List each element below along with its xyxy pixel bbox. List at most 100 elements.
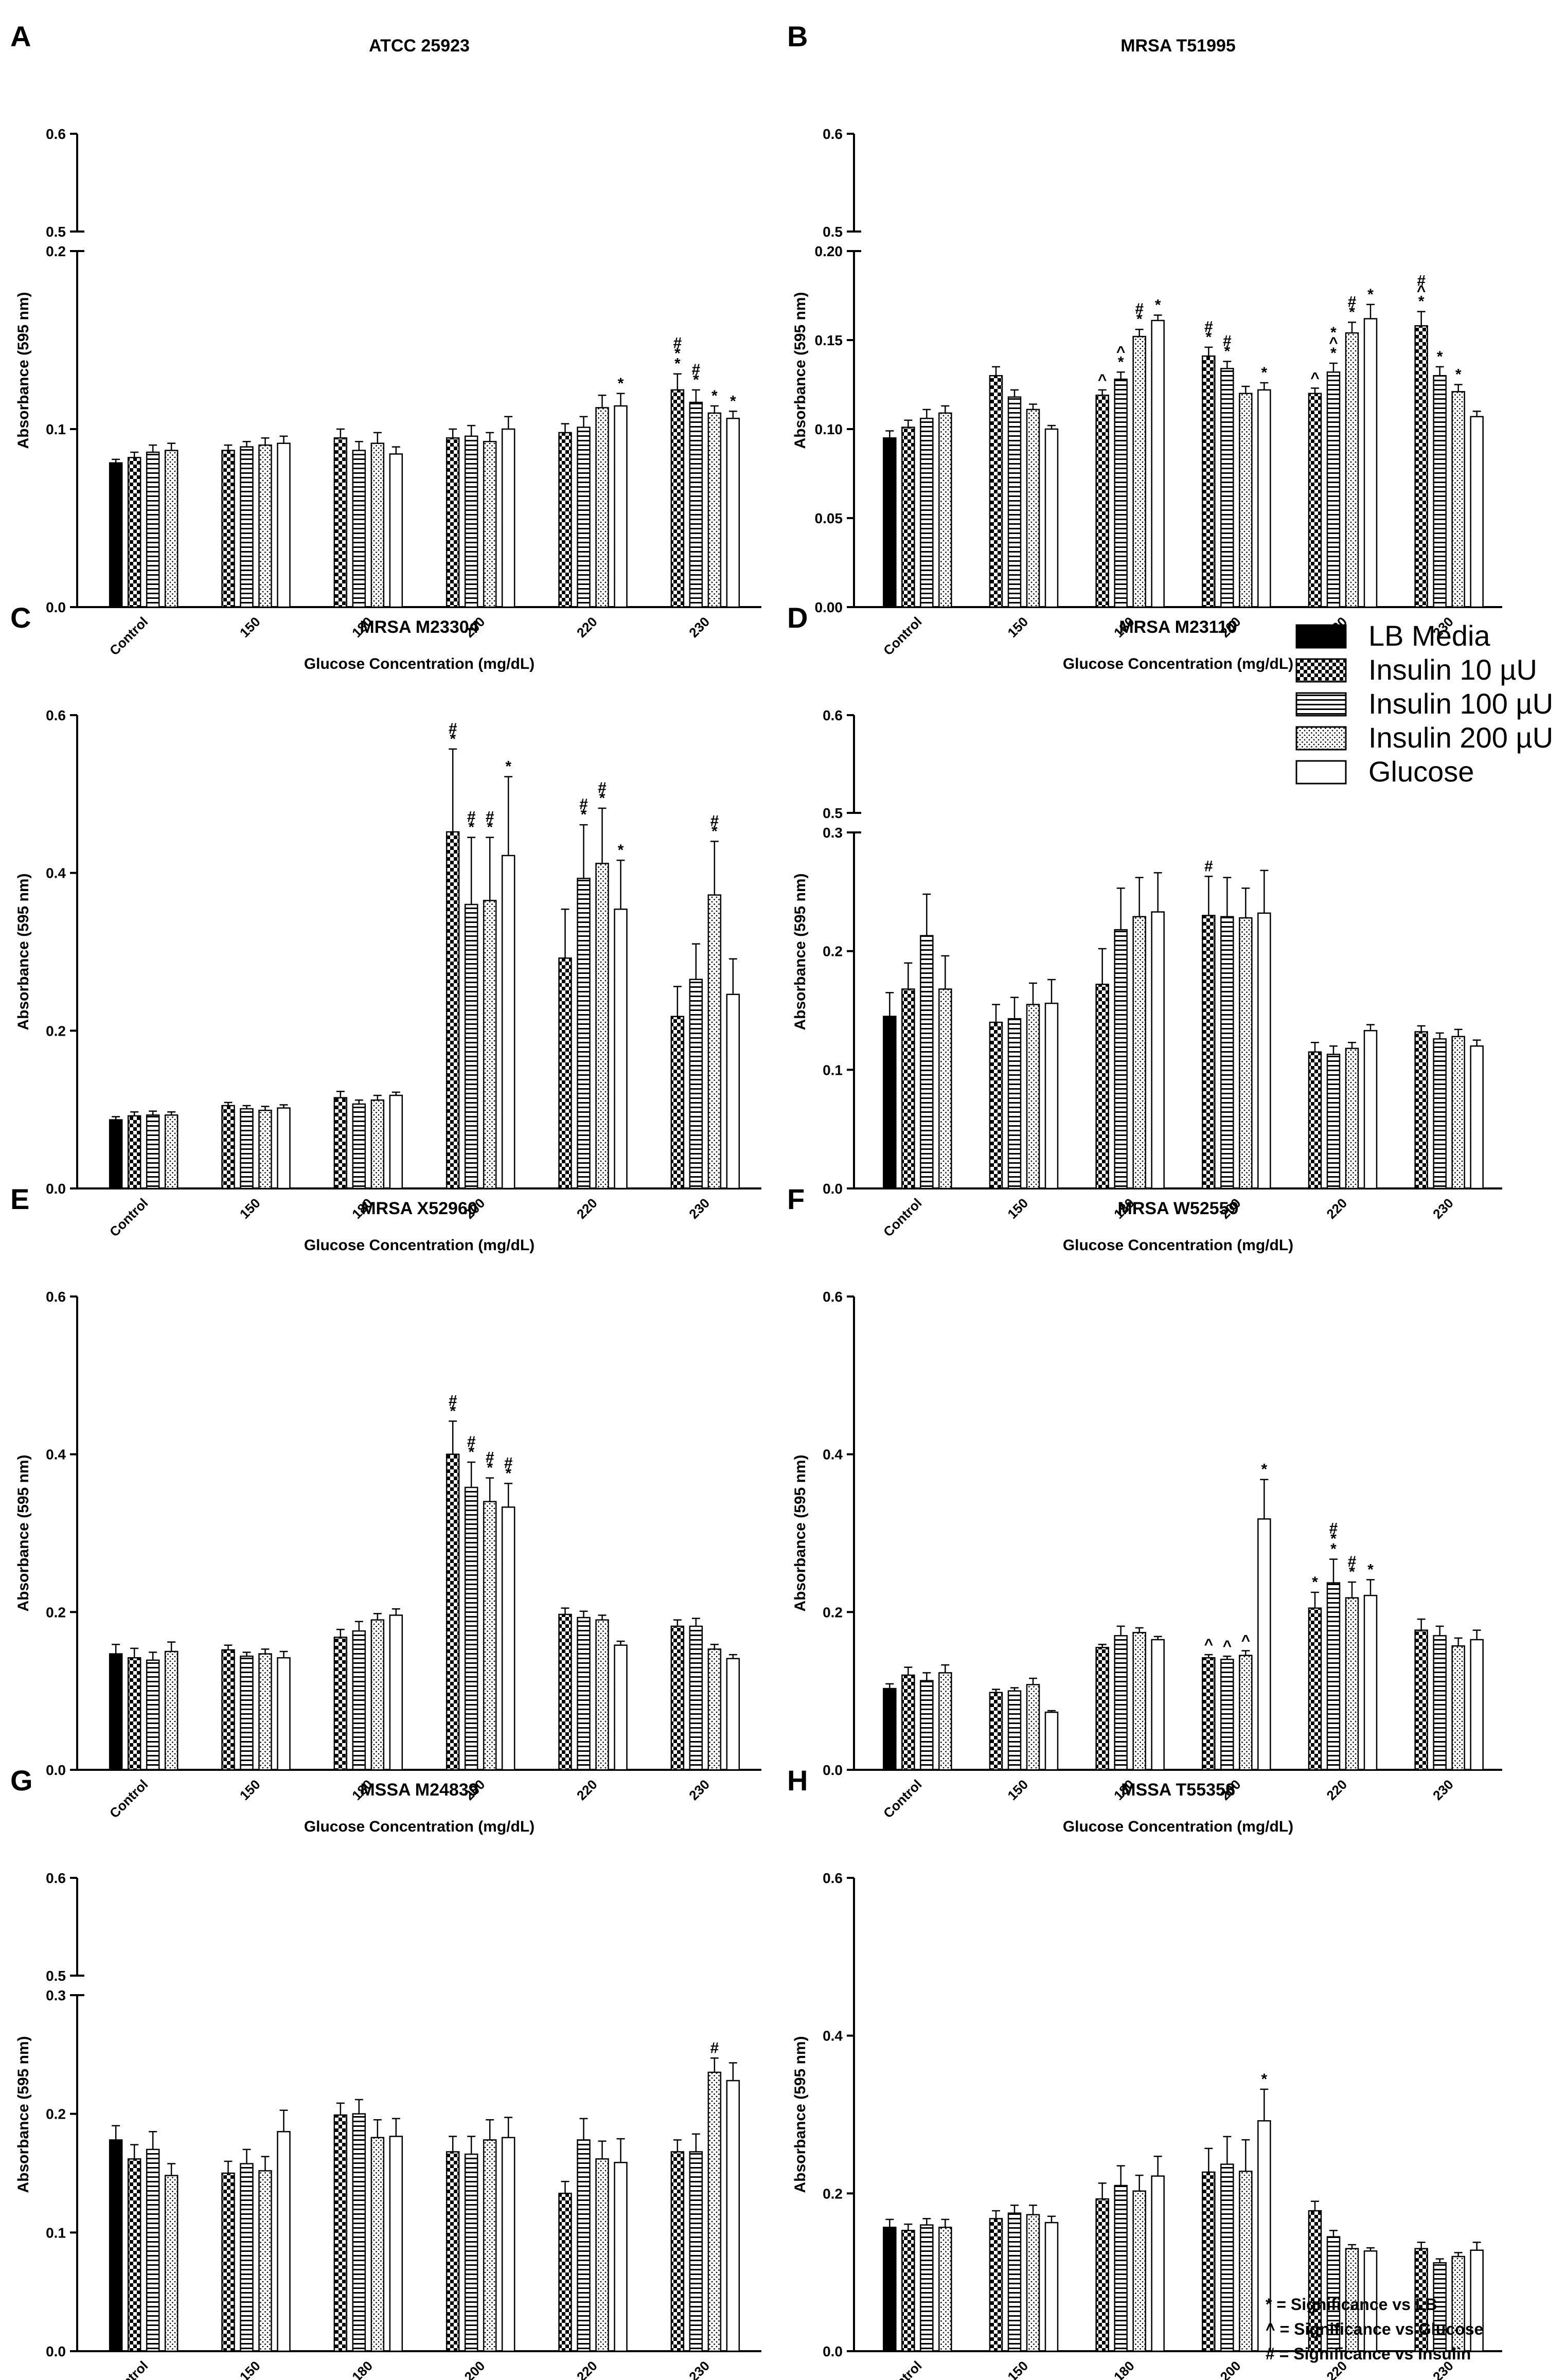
y-tick-label: 0.1 — [823, 1062, 843, 1078]
y-tick-label: 0.2 — [46, 243, 66, 259]
bar — [1007, 1018, 1022, 1189]
bar — [1257, 912, 1271, 1189]
bar — [1308, 1051, 1322, 1189]
x-tick-label: 150 — [1004, 614, 1031, 641]
significance-marker: * — [618, 842, 624, 859]
y-tick-label: 0.0 — [46, 599, 66, 615]
bar — [689, 2151, 703, 2352]
significance-marker: ^ — [1223, 1638, 1232, 1655]
bar — [146, 2148, 160, 2352]
panel-title: MSSA T55358 — [1121, 1780, 1235, 1800]
bar — [127, 457, 141, 608]
x-tick-label: 150 — [237, 614, 263, 641]
bar — [333, 1097, 348, 1189]
y-axis-label: Absorbance (595 nm) — [792, 2036, 809, 2193]
y-tick-label: 0.2 — [823, 944, 843, 960]
bar — [1220, 916, 1234, 1189]
x-tick-label: 200 — [461, 2358, 488, 2380]
bar — [483, 900, 497, 1189]
y-tick-label: 0.6 — [46, 1289, 66, 1305]
legend-swatch — [1295, 726, 1347, 751]
bar — [901, 1674, 915, 1771]
bar — [370, 442, 385, 608]
bar — [558, 957, 572, 1189]
y-tick-label: 0.0 — [46, 2343, 66, 2359]
significance-marker: * — [618, 375, 624, 392]
bar — [389, 1614, 403, 1771]
bar — [1114, 929, 1128, 1189]
bar — [1257, 389, 1271, 608]
x-tick-label: 220 — [1323, 1195, 1350, 1222]
bar — [1470, 416, 1484, 608]
y-tick-label: 0.2 — [46, 1023, 66, 1039]
significance-marker: ^ — [1204, 1636, 1214, 1653]
bar — [1202, 2171, 1216, 2352]
x-tick-label: 150 — [1004, 2358, 1031, 2380]
panel-letter: E — [10, 1183, 29, 1215]
significance-marker: ^ — [1310, 369, 1320, 386]
panel-letter: A — [10, 20, 31, 52]
significance-marker: * — [1330, 1541, 1337, 1558]
bar — [483, 2139, 497, 2352]
bar — [501, 2137, 515, 2352]
chart-panel-d: D MRSA M23110 0.0 0.1 0.2 0.3 0.5 0.6 Absorbance… — [787, 601, 1502, 1254]
bar — [883, 437, 897, 608]
bar — [883, 1016, 897, 1189]
bar — [901, 2230, 915, 2352]
bar — [989, 1021, 1003, 1189]
significance-marker: # — [449, 720, 457, 737]
bar — [1132, 335, 1146, 608]
bar — [389, 1094, 403, 1189]
significance-marker: ^ — [1241, 1632, 1251, 1649]
bar — [1433, 375, 1447, 608]
bar — [333, 1637, 348, 1771]
y-tick-label: 0.0 — [823, 1762, 843, 1778]
significance-marker: * — [1261, 2071, 1267, 2088]
significance-marker: # — [598, 779, 607, 796]
bar — [501, 428, 515, 608]
bar — [1095, 2198, 1109, 2352]
bar — [464, 435, 478, 608]
y-tick-label: 0.6 — [46, 707, 66, 723]
panel-letter: H — [787, 1764, 808, 1797]
y-axis-label: Absorbance (595 nm) — [15, 2036, 32, 2193]
bar — [1414, 325, 1428, 608]
bar — [146, 1114, 160, 1189]
chart-panel-b: B MRSA T51995 0.00 0.05 0.10 0.15 0.20 0.5 0.6 Ab… — [787, 20, 1502, 672]
significance-marker: # — [486, 1449, 494, 1466]
significance-marker: ^ — [1116, 343, 1126, 360]
chart-panel-e: E MRSA X52960 0.0 0.2 0.4 0.6 Absorbance (595 … — [10, 1183, 761, 1835]
bar — [277, 1657, 291, 1771]
bar — [164, 2175, 179, 2352]
bar — [920, 2224, 934, 2352]
significance-marker: # — [1348, 1553, 1357, 1570]
x-axis-label: Glucose Concentration (mg/dL) — [1063, 1237, 1293, 1254]
bar — [1257, 1518, 1271, 1771]
bar — [707, 894, 722, 1189]
bar — [1433, 1038, 1447, 1189]
bar — [1470, 1639, 1484, 1771]
significance-marker: # — [579, 796, 588, 813]
bar — [689, 1625, 703, 1771]
significance-key-line: ^ = Significance vs Glucose — [1266, 2320, 1483, 2338]
bar — [1151, 911, 1165, 1189]
significance-marker: # — [710, 812, 719, 829]
significance-marker: # — [504, 1454, 513, 1471]
bar — [1220, 2163, 1234, 2352]
bar — [577, 878, 591, 1189]
significance-marker: * — [1136, 311, 1143, 328]
bar — [1202, 915, 1216, 1189]
bar — [352, 2113, 366, 2352]
x-tick-label: Control — [880, 2358, 925, 2380]
bar — [1345, 1047, 1359, 1189]
bar — [577, 1617, 591, 1771]
bar — [707, 2071, 722, 2352]
bar — [389, 2136, 403, 2352]
significance-marker: * — [450, 731, 456, 748]
bar — [240, 1655, 254, 1771]
bar — [577, 2139, 591, 2352]
significance-marker: # — [486, 809, 494, 826]
significance-marker: * — [487, 819, 493, 836]
bar — [1470, 1045, 1484, 1189]
bar — [1470, 2249, 1484, 2352]
